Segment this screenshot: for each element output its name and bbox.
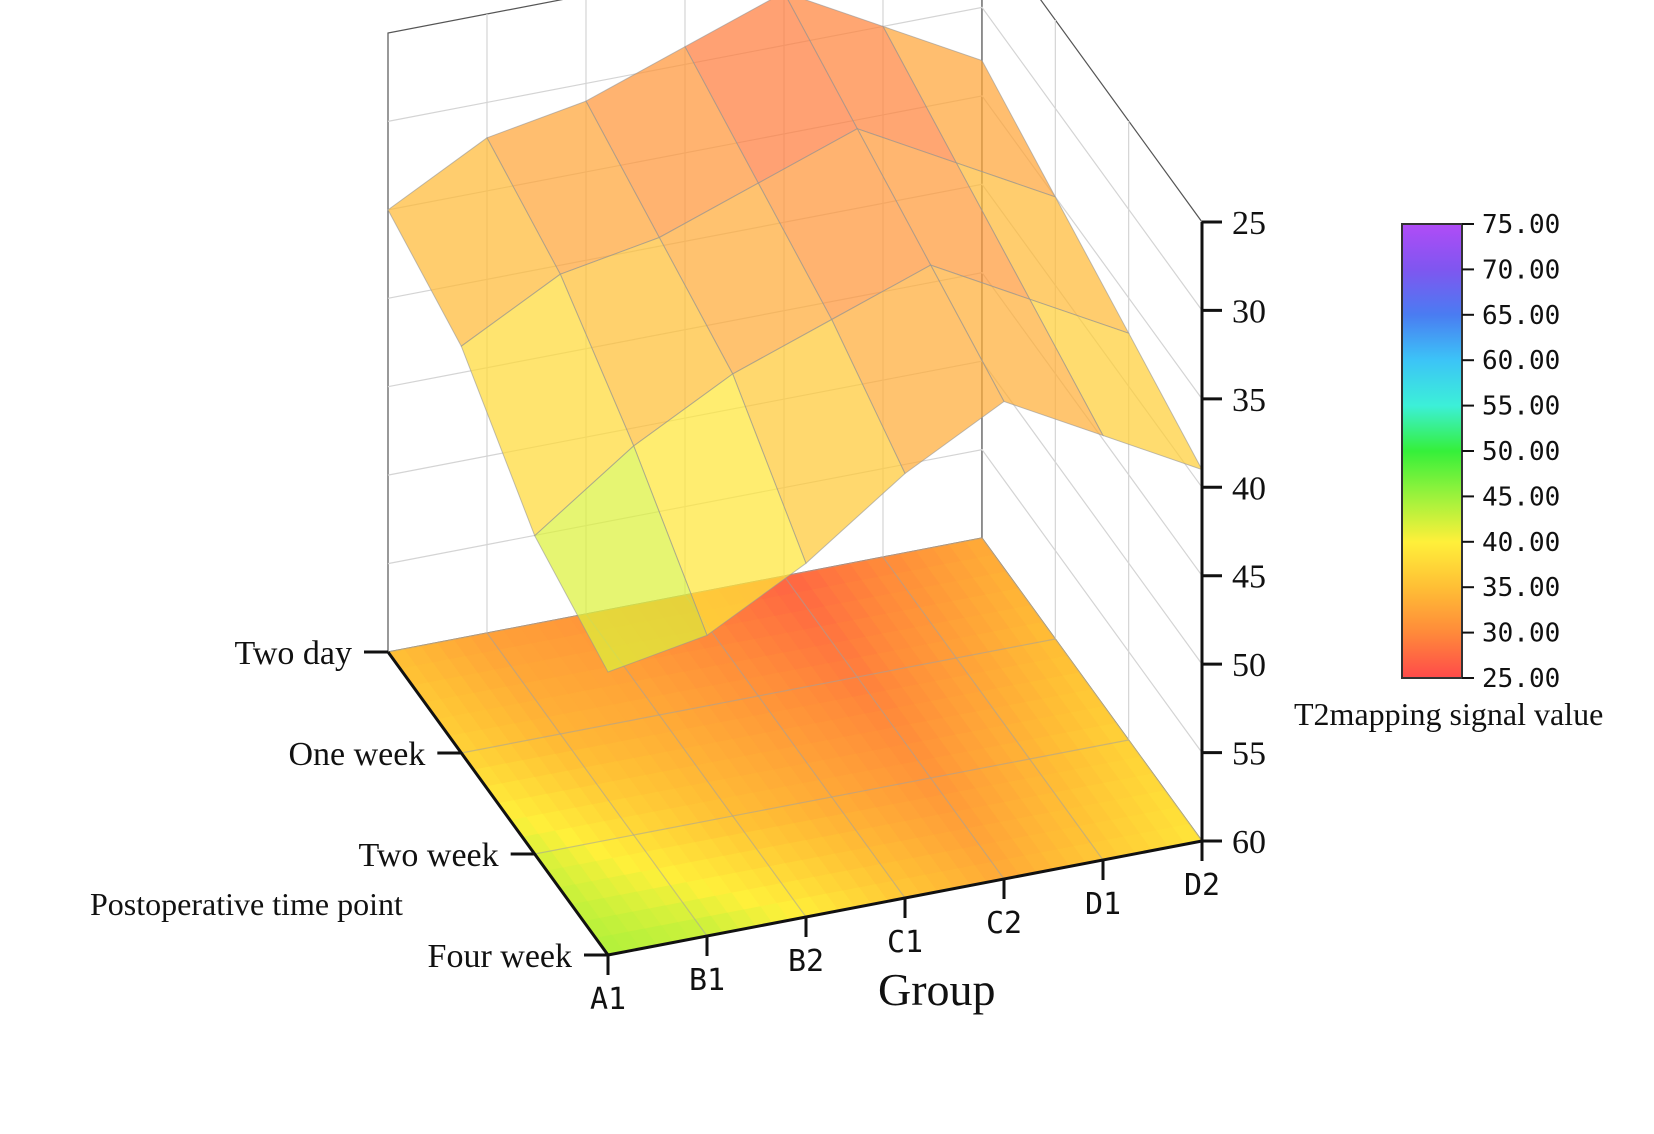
colorbar-gradient [1401, 223, 1463, 679]
z-tick-label: 50 [1232, 647, 1266, 684]
z-tick-label: 40 [1232, 470, 1266, 507]
colorbar-tick-label: 50.00 [1482, 437, 1560, 467]
x-tick-label: B1 [689, 963, 725, 998]
colorbar-tick-label: 30.00 [1482, 619, 1560, 649]
z-tick-label: 55 [1232, 736, 1266, 773]
y-tick-label: Four week [428, 938, 572, 975]
colorbar-tick-label: 45.00 [1482, 482, 1560, 512]
x-axis-title: Group [878, 964, 996, 1015]
colorbar-tick-label: 65.00 [1482, 301, 1560, 331]
surface-patch [534, 445, 708, 673]
x-tick-label: B2 [788, 944, 824, 979]
colorbar-tick-label: 35.00 [1482, 573, 1560, 603]
x-axis-ticks: A1 B1 B2 C1 C2 D1 D2 [590, 841, 1220, 1017]
z-tick-label: 35 [1232, 382, 1266, 419]
floor-grid-line [981, 537, 1203, 842]
x-tick-label: D1 [1085, 887, 1121, 922]
x-tick-label: C1 [887, 925, 923, 960]
colorbar-tick-label: 40.00 [1482, 528, 1560, 558]
z-axis-ticks: 25 30 35 40 45 50 55 60 [1202, 205, 1266, 861]
colorbar-tick-label: 60.00 [1482, 346, 1560, 376]
floor-grid-line [882, 556, 1104, 861]
z-tick-label: 25 [1232, 205, 1266, 242]
floor-grid-line [684, 594, 906, 899]
colorbar-tick-label: 25.00 [1482, 664, 1560, 694]
y-tick-label: One week [288, 736, 425, 773]
x-tick-label: A1 [590, 982, 626, 1017]
y-tick-label: Two week [358, 837, 498, 874]
z-tick-label: 30 [1232, 293, 1266, 330]
colorbar-tick-label: 75.00 [1482, 210, 1560, 240]
z-tick-label: 60 [1232, 824, 1266, 861]
y-axis-line [386, 651, 610, 956]
y-axis-title: Postoperative time point [90, 886, 403, 922]
colorbar-ticks: 75.00 70.00 65.00 60.00 55.00 50.00 45.00 40.00… [1462, 210, 1560, 694]
colorbar-tick-label: 70.00 [1482, 255, 1560, 285]
x-tick-label: D2 [1184, 868, 1220, 903]
floor-grid-line [461, 638, 1056, 754]
floor-grid-line [534, 739, 1129, 855]
x-tick-label: C2 [986, 906, 1022, 941]
floor-grid-line [486, 632, 708, 937]
colorbar-title: T2mapping signal value [1294, 696, 1603, 732]
z-tick-label: 45 [1232, 559, 1266, 596]
colorbar: 75.00 70.00 65.00 60.00 55.00 50.00 45.00 40.00… [1294, 210, 1603, 732]
y-axis-ticks: Two day One week Two week Four week [234, 635, 608, 975]
colorbar-tick-label: 55.00 [1482, 392, 1560, 422]
floor-grid-line [783, 575, 1005, 880]
y-tick-label: Two day [234, 635, 352, 672]
surface-mesh [387, 0, 1204, 673]
